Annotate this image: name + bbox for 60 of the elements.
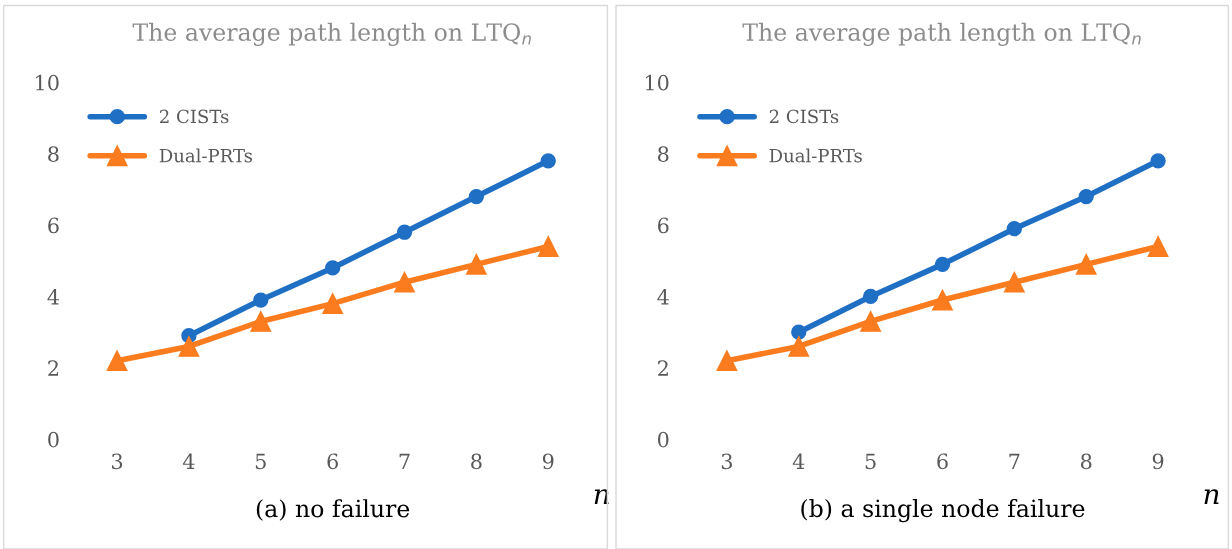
point	[396, 224, 413, 240]
point	[322, 293, 344, 315]
x-axis-title: n	[1204, 489, 1219, 504]
x-tick-label: 4	[182, 453, 195, 469]
point	[716, 350, 738, 372]
point	[860, 311, 882, 332]
x-tick-label: 8	[471, 453, 482, 470]
y-tick-label: 8	[658, 146, 669, 162]
legend-label: Dual-PRTs	[159, 148, 253, 163]
point	[537, 236, 559, 257]
x-tick-label: 9	[1152, 453, 1164, 470]
point	[468, 188, 485, 205]
point	[862, 288, 879, 305]
point	[253, 292, 269, 308]
y-tick-label: 2	[48, 360, 58, 376]
y-tick-label: 2	[658, 360, 668, 376]
legend-label: Dual-PRTs	[769, 148, 862, 163]
x-tick-label: 3	[112, 453, 123, 470]
legend-label: 2 CISTs	[160, 109, 229, 124]
point	[1006, 221, 1022, 237]
point	[1003, 271, 1025, 293]
point	[540, 153, 556, 169]
point	[325, 260, 341, 276]
y-tick-label: 4	[47, 288, 59, 305]
point	[178, 336, 200, 357]
x-tick-label: 5	[865, 453, 876, 470]
y-tick-label: 10	[36, 74, 59, 91]
x-tick-label: 5	[255, 453, 266, 470]
x-tick-label: 6	[327, 453, 338, 470]
x-tick-label: 3	[721, 453, 732, 470]
point	[465, 253, 487, 275]
chart-title: The average path length on LTQ$_{n}$	[132, 22, 531, 46]
y-tick-label: 0	[48, 431, 59, 448]
x-tick-label: 6	[937, 453, 948, 470]
point	[791, 324, 807, 340]
point	[1147, 236, 1169, 257]
x-tick-label: 8	[1080, 453, 1092, 470]
y-tick-label: 8	[48, 146, 59, 162]
point	[106, 350, 128, 372]
y-tick-label: 0	[657, 431, 669, 448]
point	[250, 311, 272, 332]
x-tick-label: 7	[399, 453, 410, 469]
x-tick-label: 4	[792, 453, 805, 469]
x-tick-label: 9	[542, 453, 554, 470]
y-tick-label: 10	[645, 74, 669, 91]
point	[934, 256, 951, 272]
legend-label: 2 CISTs	[769, 109, 839, 124]
point	[788, 336, 810, 357]
text: (a) no failure	[256, 499, 410, 521]
point	[1075, 253, 1097, 275]
y-tick-label: 6	[48, 217, 59, 234]
y-tick-label: 6	[658, 217, 669, 234]
point	[1078, 188, 1094, 205]
text: (b) a single node failure	[801, 498, 1085, 523]
y-tick-label: 4	[657, 288, 669, 305]
point	[932, 289, 953, 311]
point	[1150, 153, 1166, 169]
x-tick-label: 7	[1009, 453, 1020, 469]
point	[394, 271, 415, 293]
chart-title: The average path length on LTQ$_{n}$	[742, 22, 1141, 46]
